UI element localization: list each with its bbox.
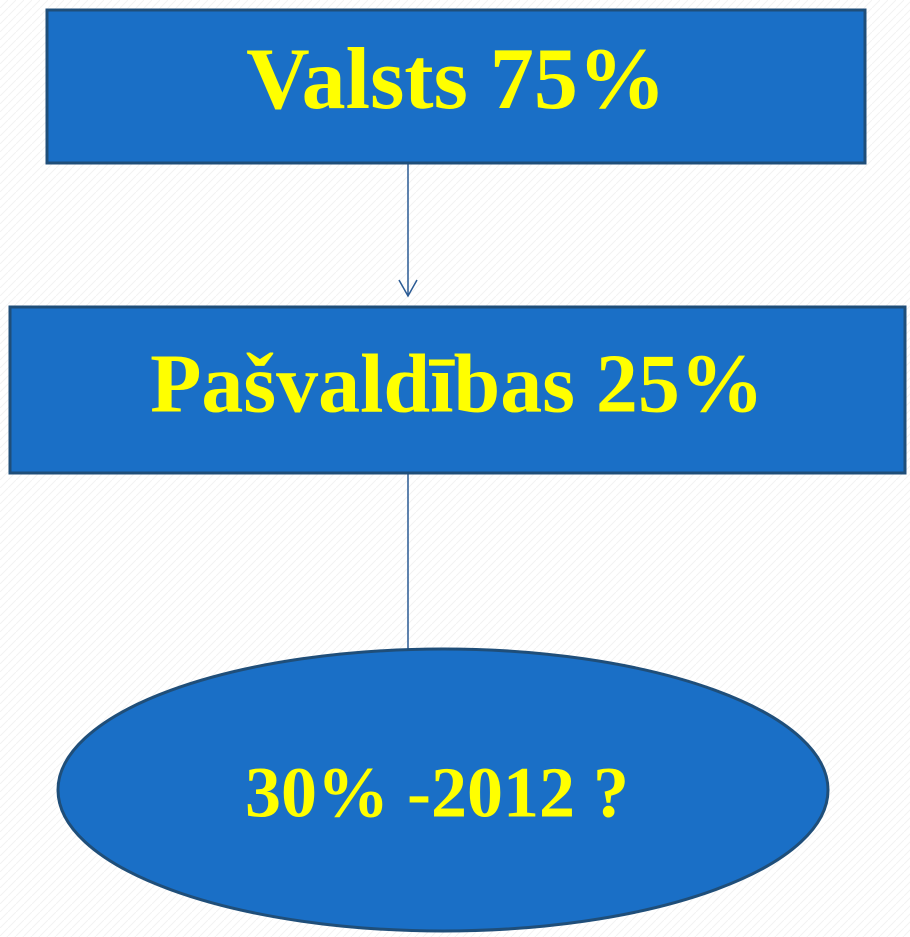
node-label: 30% -2012 ?: [245, 753, 629, 833]
node-label: Valsts 75%: [246, 31, 666, 128]
node-ellipse: [56, 647, 830, 933]
arrow-head: [398, 279, 418, 298]
node-box: [45, 8, 867, 165]
node-label: Pašvaldības 25%: [150, 337, 764, 430]
node-box: [8, 305, 907, 475]
